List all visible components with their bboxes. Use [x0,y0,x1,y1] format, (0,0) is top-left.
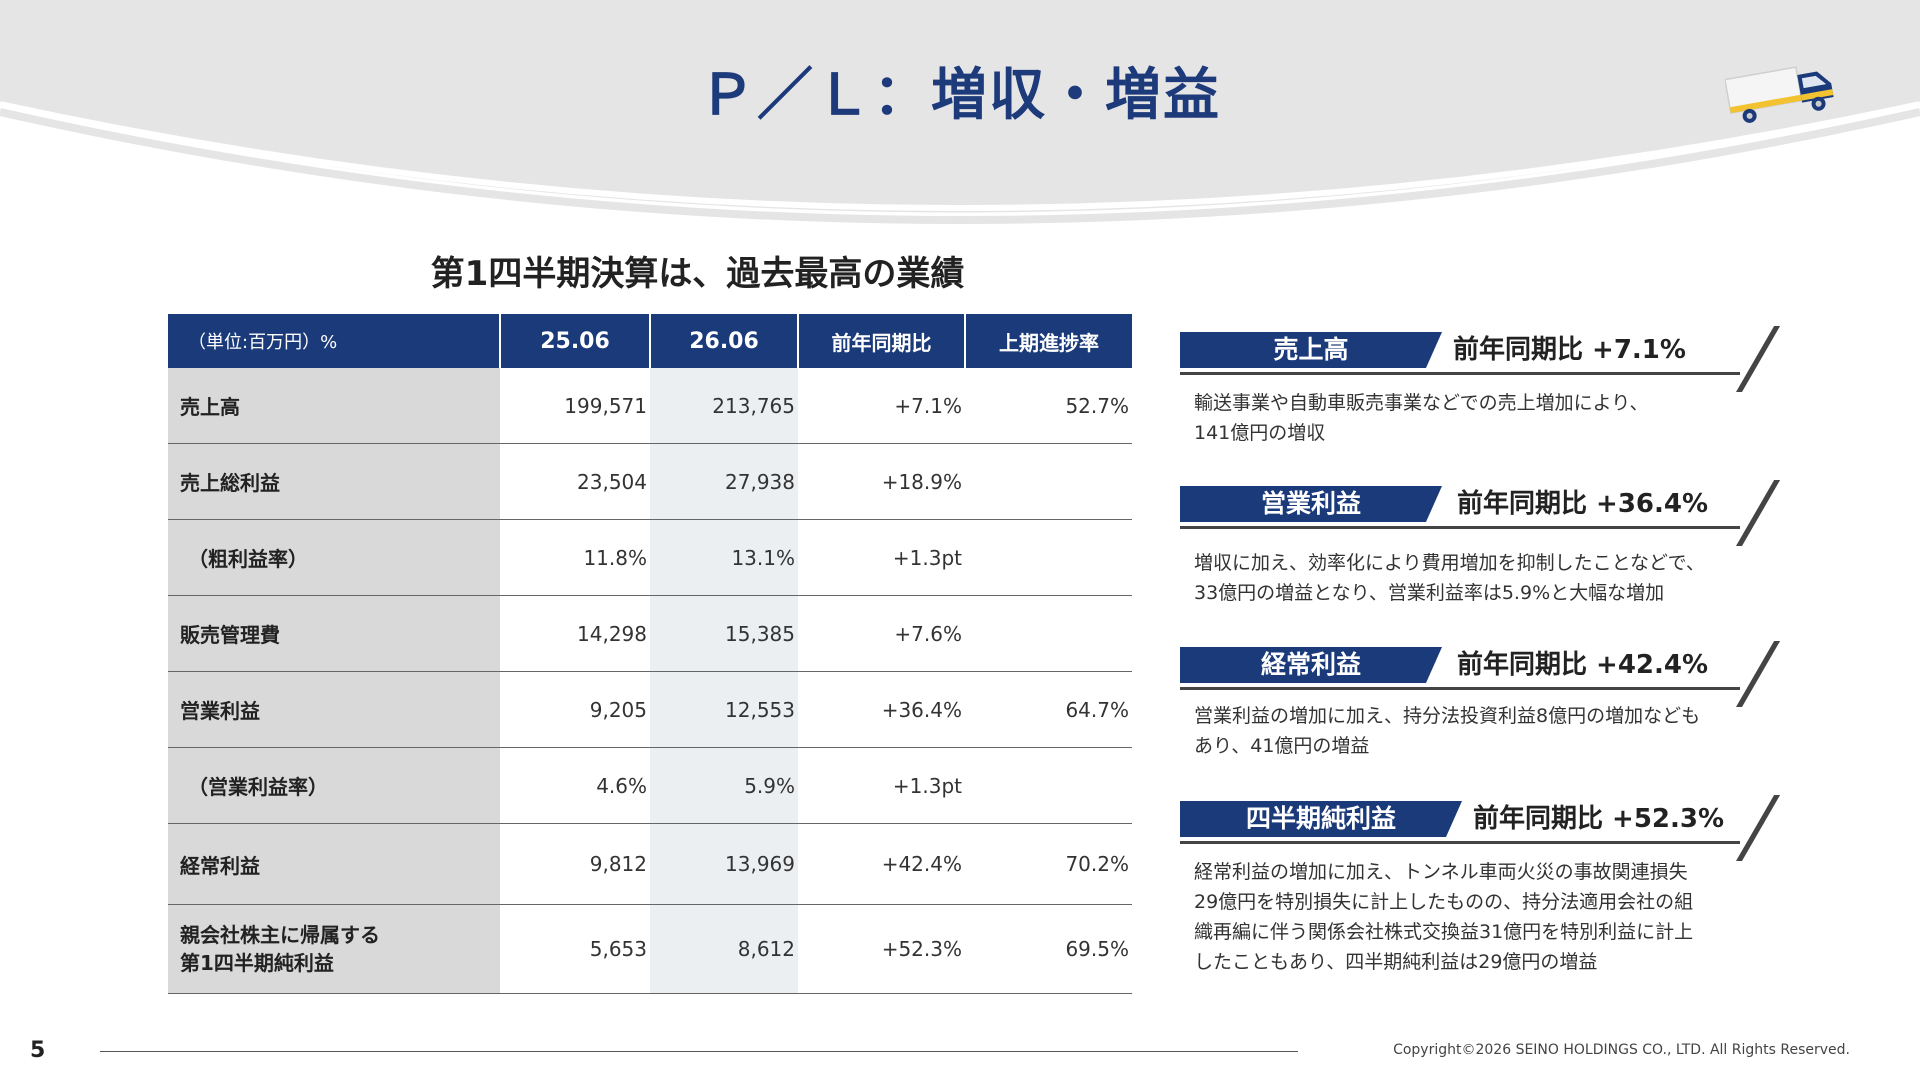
row-label: 販売管理費 [168,595,500,672]
table-row: 売上総利益 23,504 27,938 +18.9% [168,443,1132,520]
page-title: Ｐ／Ｌ：増収・増益 [699,63,1221,128]
highlight-title: 売上高 [1180,332,1442,368]
desc-line: 織再編に伴う関係会社株式交換益31億円を特別利益に計上 [1194,921,1694,943]
desc-line: 33億円の増益となり、営業利益率は5.9%と大幅な増加 [1194,582,1665,604]
cell-progress [965,595,1132,672]
cell-26-06: 12,553 [650,671,798,748]
highlight-yoy: 前年同期比 +42.4% [1457,650,1709,680]
cell-progress [965,443,1132,520]
cell-26-06: 8,612 [650,904,798,994]
highlight-description: 経常利益の増加に加え、トンネル車両火災の事故関連損失 29億円を特別損失に計上し… [1194,857,1794,977]
header-background [0,0,1920,224]
cell-26-06: 13,969 [650,823,798,905]
cell-25-06: 14,298 [500,595,650,672]
table-row: 親会社株主に帰属する 第1四半期純利益 5,653 8,612 +52.3% 6… [168,904,1132,994]
cell-26-06: 27,938 [650,443,798,520]
cell-25-06: 9,812 [500,823,650,905]
header-progress: 上期進捗率 [965,314,1132,368]
row-label-line1: 親会社株主に帰属する [180,923,380,947]
row-label: （営業利益率） [168,747,500,824]
section-subtitle: 第1四半期決算は、過去最高の業績 [430,254,965,294]
row-label: 親会社株主に帰属する 第1四半期純利益 [168,904,500,994]
cell-yoy: +18.9% [798,443,965,520]
highlight-underline [1180,526,1740,529]
truck-icon [1725,66,1834,123]
table-header-row: （単位:百万円）% 25.06 26.06 前年同期比 上期進捗率 [168,314,1132,368]
highlight-underline [1180,841,1740,844]
header-unit: （単位:百万円）% [168,314,501,368]
highlight-description: 輸送事業や自動車販売事業などでの売上増加により、 141億円の増収 [1194,388,1794,448]
cell-progress [965,747,1132,824]
highlight-slash [1736,795,1781,861]
header-25-06: 25.06 [500,314,651,368]
row-label-line2: 第1四半期純利益 [180,951,334,975]
desc-line: 増収に加え、効率化により費用増加を抑制したことなどで、 [1194,552,1705,574]
highlight-description: 営業利益の増加に加え、持分法投資利益8億円の増加なども あり、41億円の増益 [1194,701,1794,761]
row-label: 売上高 [168,368,500,444]
cell-yoy: +1.3pt [798,747,965,824]
table-row: 売上高 199,571 213,765 +7.1% 52.7% [168,368,1132,444]
page-number: 5 [30,1038,46,1063]
highlight-underline [1180,687,1740,690]
header-yoy: 前年同期比 [798,314,966,368]
cell-25-06: 5,653 [500,904,650,994]
table-row: （粗利益率） 11.8% 13.1% +1.3pt [168,519,1132,596]
cell-progress: 70.2% [965,823,1132,905]
table-row: （営業利益率） 4.6% 5.9% +1.3pt [168,747,1132,824]
footer-divider [100,1051,1298,1052]
cell-26-06: 5.9% [650,747,798,824]
row-label: 経常利益 [168,823,500,905]
desc-line: 141億円の増収 [1194,422,1326,444]
highlight-title: 四半期純利益 [1180,801,1462,837]
pl-table: （単位:百万円）% 25.06 26.06 前年同期比 上期進捗率 売上高 19… [168,314,1132,994]
cell-yoy: +7.1% [798,368,965,444]
highlight-title: 営業利益 [1180,486,1442,522]
cell-25-06: 199,571 [500,368,650,444]
highlight-title: 経常利益 [1180,647,1442,683]
header-26-06: 26.06 [650,314,799,368]
cell-25-06: 9,205 [500,671,650,748]
copyright: Copyright©2026 SEINO HOLDINGS CO., LTD. … [1393,1042,1850,1058]
cell-26-06: 15,385 [650,595,798,672]
table-row: 経常利益 9,812 13,969 +42.4% 70.2% [168,823,1132,905]
highlight-slash [1736,480,1781,546]
cell-yoy: +7.6% [798,595,965,672]
desc-line: したこともあり、四半期純利益は29億円の増益 [1194,951,1598,973]
cell-yoy: +52.3% [798,904,965,994]
table-row: 販売管理費 14,298 15,385 +7.6% [168,595,1132,672]
row-label: 売上総利益 [168,443,500,520]
highlight-underline [1180,372,1740,375]
desc-line: あり、41億円の増益 [1194,735,1370,757]
cell-yoy: +36.4% [798,671,965,748]
desc-line: 輸送事業や自動車販売事業などでの売上増加により、 [1194,392,1649,414]
row-label: （粗利益率） [168,519,500,596]
desc-line: 29億円を特別損失に計上したものの、持分法適用会社の組 [1194,891,1694,913]
highlight-yoy: 前年同期比 +52.3% [1473,804,1725,834]
highlight-description: 増収に加え、効率化により費用増加を抑制したことなどで、 33億円の増益となり、営… [1194,548,1794,608]
cell-yoy: +42.4% [798,823,965,905]
cell-25-06: 11.8% [500,519,650,596]
row-label: 営業利益 [168,671,500,748]
cell-progress: 69.5% [965,904,1132,994]
desc-line: 経常利益の増加に加え、トンネル車両火災の事故関連損失 [1194,861,1688,883]
cell-25-06: 23,504 [500,443,650,520]
cell-25-06: 4.6% [500,747,650,824]
cell-progress [965,519,1132,596]
highlight-yoy: 前年同期比 +7.1% [1453,335,1686,365]
cell-progress: 64.7% [965,671,1132,748]
cell-progress: 52.7% [965,368,1132,444]
highlight-slash [1736,326,1781,392]
highlight-slash [1736,641,1781,707]
cell-26-06: 213,765 [650,368,798,444]
cell-yoy: +1.3pt [798,519,965,596]
cell-26-06: 13.1% [650,519,798,596]
desc-line: 営業利益の増加に加え、持分法投資利益8億円の増加なども [1194,705,1701,727]
highlight-yoy: 前年同期比 +36.4% [1457,489,1709,519]
table-row: 営業利益 9,205 12,553 +36.4% 64.7% [168,671,1132,748]
